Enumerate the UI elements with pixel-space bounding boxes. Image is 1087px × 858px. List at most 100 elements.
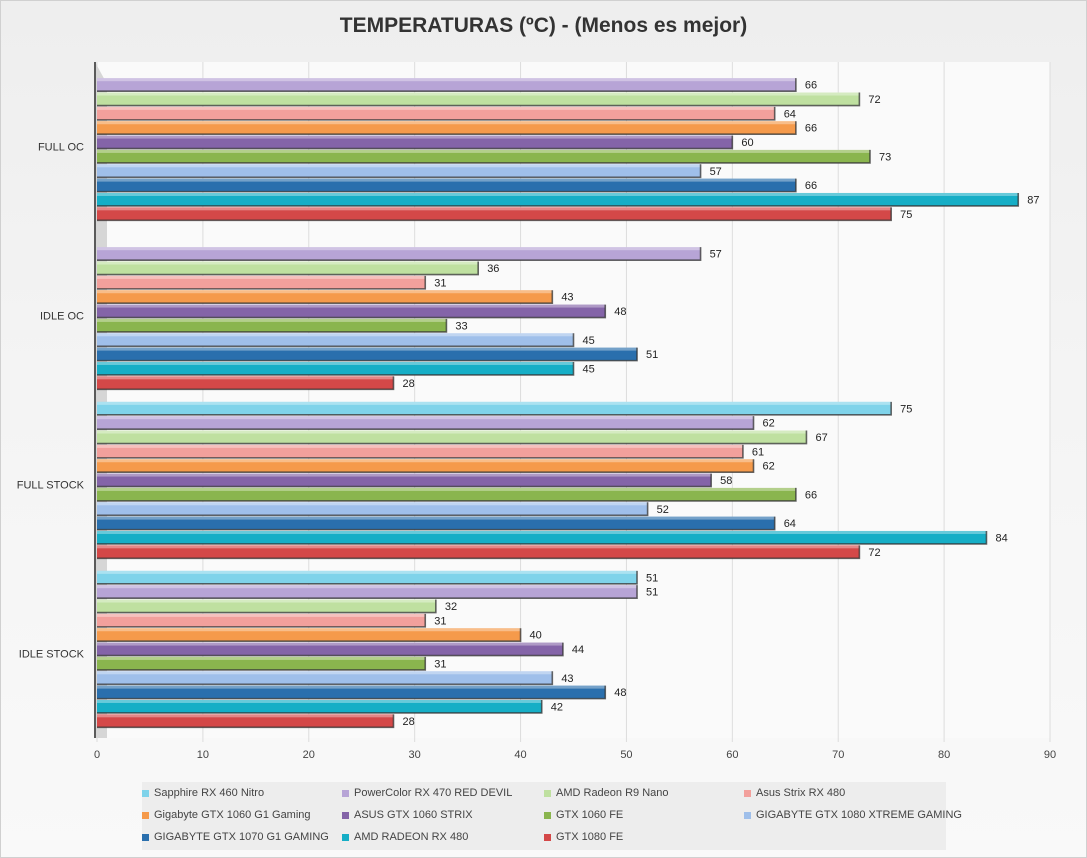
bar: [97, 92, 860, 106]
category-label: FULL STOCK: [17, 480, 85, 492]
bar: [97, 685, 606, 699]
bar-edge: [97, 613, 427, 628]
bar-edge: [97, 92, 861, 107]
category-label: IDLE STOCK: [19, 649, 85, 661]
bar: [97, 473, 712, 487]
legend-label: Gigabyte GTX 1060 G1 Gaming: [154, 809, 311, 821]
bar-edge: [97, 78, 797, 92]
bar: [97, 416, 754, 430]
legend-label: GTX 1080 FE: [556, 831, 624, 843]
legend-label: Asus Strix RX 480: [756, 787, 846, 799]
bar: [97, 599, 436, 613]
bar-group: [97, 247, 702, 261]
bar: [97, 642, 563, 656]
data-label: 73: [879, 151, 891, 163]
bar-edge: [97, 275, 427, 290]
bar-highlight: [97, 530, 987, 534]
bar-highlight: [97, 207, 892, 211]
bar-group: [97, 318, 448, 333]
bar-highlight: [97, 261, 479, 265]
bar-group: [97, 149, 871, 164]
data-label: 45: [583, 363, 595, 375]
bar: [97, 78, 796, 92]
bar-edge: [97, 318, 448, 333]
bar-highlight: [97, 78, 796, 82]
bar-edge: [97, 545, 861, 560]
bar-group: [97, 78, 797, 92]
data-label: 84: [995, 532, 1007, 544]
bar: [97, 164, 701, 178]
data-label: 44: [572, 644, 584, 656]
data-label: 43: [561, 673, 573, 685]
legend-label: GIGABYTE GTX 1080 XTREME GAMING: [756, 809, 962, 821]
bar-highlight: [97, 121, 796, 125]
bar-highlight: [97, 92, 860, 96]
bar-edge: [97, 656, 427, 671]
bar-edge: [97, 401, 892, 416]
bar-group: [97, 642, 564, 657]
data-label: 72: [868, 547, 880, 559]
bar-group: [97, 530, 988, 545]
bar-group: [97, 585, 638, 599]
bar-group: [97, 628, 522, 643]
data-label: 51: [646, 572, 658, 584]
bar-highlight: [97, 570, 638, 574]
bar-highlight: [97, 290, 553, 294]
data-label: 72: [868, 94, 880, 106]
data-label: 31: [434, 277, 446, 289]
bar-group: [97, 613, 427, 628]
bar-highlight: [97, 502, 648, 506]
bar-edge: [97, 473, 712, 488]
bar-edge: [97, 178, 797, 193]
bar-group: [97, 401, 892, 416]
data-label: 32: [445, 601, 457, 613]
bar: [97, 628, 521, 642]
category-label: FULL OC: [38, 142, 84, 154]
bar: [97, 671, 553, 685]
legend-item: GIGABYTE GTX 1070 G1 GAMING: [142, 831, 329, 843]
bar-highlight: [97, 376, 394, 380]
bar: [97, 585, 638, 599]
bar: [97, 376, 394, 390]
bar-highlight: [97, 430, 807, 434]
bar-group: [97, 444, 744, 459]
category-label: IDLE OC: [40, 311, 84, 323]
bar-edge: [97, 304, 607, 319]
bar-edge: [97, 530, 988, 545]
bar-group: [97, 106, 776, 121]
legend: Sapphire RX 460 Nitro PowerColor RX 470 R…: [142, 782, 962, 850]
data-label: 75: [900, 209, 912, 221]
bar-group: [97, 416, 755, 430]
bar: [97, 121, 796, 135]
bar-highlight: [97, 106, 775, 110]
legend-item: PowerColor RX 470 RED DEVIL: [342, 787, 512, 799]
legend-item: ASUS GTX 1060 STRIX: [342, 809, 473, 821]
data-label: 40: [530, 630, 542, 642]
bar-edge: [97, 290, 554, 305]
bar: [97, 444, 743, 458]
bar-edge: [97, 585, 638, 599]
data-label: 43: [561, 292, 573, 304]
legend-item: Gigabyte GTX 1060 G1 Gaming: [142, 809, 311, 821]
legend-swatch: [744, 811, 751, 819]
bar-highlight: [97, 347, 638, 351]
bar: [97, 304, 606, 318]
legend-swatch: [342, 811, 349, 819]
data-label: 48: [614, 687, 626, 699]
legend-item: GTX 1060 FE: [544, 809, 623, 821]
legend-swatch: [142, 811, 149, 819]
bar-edge: [97, 164, 702, 179]
data-label: 52: [657, 504, 669, 516]
bar-edge: [97, 444, 744, 459]
legend-label: GIGABYTE GTX 1070 G1 GAMING: [154, 831, 329, 843]
bar: [97, 192, 1019, 206]
bar: [97, 401, 892, 415]
legend-swatch: [342, 833, 349, 841]
bar-highlight: [97, 473, 712, 477]
data-label: 58: [720, 475, 732, 487]
legend-item: AMD Radeon R9 Nano: [544, 787, 669, 799]
bar-group: [97, 347, 638, 362]
data-label: 61: [752, 446, 764, 458]
legend-swatch: [544, 811, 551, 819]
bar-highlight: [97, 192, 1019, 196]
